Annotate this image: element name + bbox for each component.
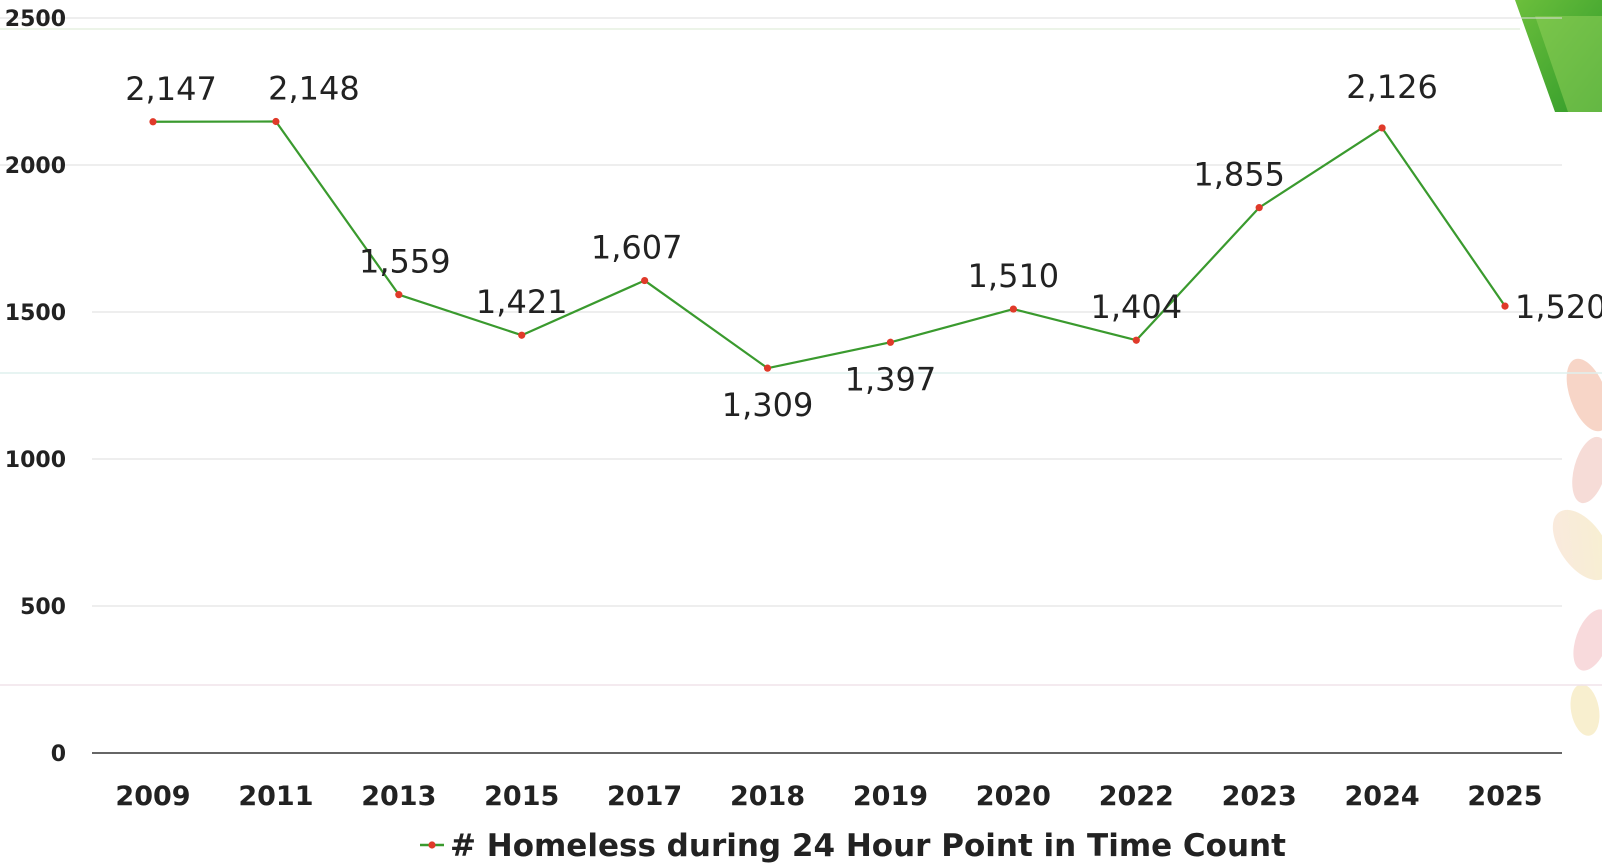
data-point-marker [1009, 305, 1017, 313]
y-tick-label: 2500 [5, 7, 66, 32]
y-gridlines [0, 17, 1562, 754]
x-tick-label: 2022 [1099, 781, 1174, 812]
data-point-marker [1255, 204, 1263, 212]
x-tick-label: 2020 [976, 781, 1051, 812]
series-line-group [149, 117, 1509, 372]
data-point-marker [518, 331, 526, 339]
y-axis-tick-labels: 0 500 1000 1500 2000 2500 [5, 7, 66, 767]
data-label: 1,397 [845, 360, 937, 398]
data-label: 1,559 [359, 243, 451, 281]
data-label: 2,148 [268, 69, 360, 107]
data-label: 2,126 [1346, 68, 1438, 106]
data-point-marker [1378, 124, 1386, 132]
y-tick-label: 500 [20, 595, 66, 620]
data-label: 1,855 [1193, 156, 1285, 194]
legend-label: # Homeless during 24 Hour Point in Time … [450, 828, 1286, 864]
decorative-background-bands [0, 28, 1602, 686]
data-point-marker [1132, 336, 1140, 344]
decorative-leaf-shapes [1552, 358, 1602, 736]
x-axis-tick-labels: 2009 2011 2013 2015 2017 2018 2019 2020 2022 2023… [115, 781, 1542, 812]
x-tick-label: 2019 [853, 781, 928, 812]
decorative-corner-shape [1515, 0, 1602, 112]
x-tick-label: 2017 [607, 781, 682, 812]
data-label: 1,607 [591, 229, 683, 267]
data-point-marker [395, 291, 403, 299]
y-tick-label: 1000 [5, 448, 66, 473]
x-tick-label: 2025 [1467, 781, 1542, 812]
y-tick-label: 0 [51, 742, 66, 767]
data-point-marker [272, 117, 280, 126]
data-point-marker [886, 338, 895, 346]
data-label: 1,520 [1515, 288, 1602, 326]
data-point-marker [641, 276, 649, 285]
x-tick-label: 2009 [115, 781, 190, 812]
legend: # Homeless during 24 Hour Point in Time … [420, 828, 1286, 864]
x-tick-label: 2023 [1222, 781, 1297, 812]
x-tick-label: 2011 [238, 781, 313, 812]
y-tick-label: 1500 [5, 301, 66, 326]
data-label: 1,421 [476, 283, 568, 321]
data-label: 1,309 [722, 386, 814, 424]
data-label: 2,147 [125, 70, 217, 108]
data-label: 1,510 [968, 257, 1060, 295]
x-tick-label: 2024 [1345, 781, 1420, 812]
x-tick-label: 2018 [730, 781, 805, 812]
data-label: 1,404 [1090, 288, 1182, 326]
data-point-marker [763, 364, 772, 372]
data-labels: 2,147 2,148 1,559 1,421 1,607 1,309 1,397 1,510… [125, 68, 1602, 424]
data-point-marker [1501, 302, 1509, 310]
x-tick-label: 2013 [361, 781, 436, 812]
legend-marker-swatch [428, 841, 436, 849]
series-line [152, 120, 1506, 370]
y-tick-label: 2000 [5, 154, 66, 179]
x-tick-label: 2015 [484, 781, 559, 812]
data-point-marker [149, 118, 157, 126]
